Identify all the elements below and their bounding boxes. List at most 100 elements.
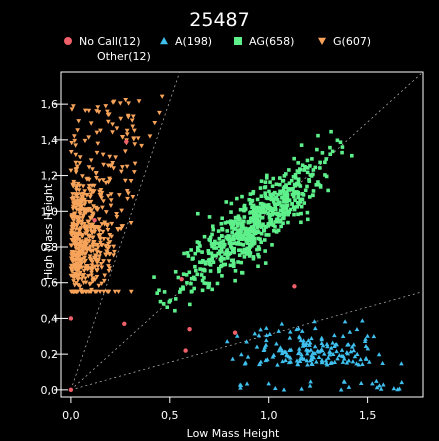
ag-point xyxy=(281,209,285,214)
a-point xyxy=(371,334,377,339)
ag-point xyxy=(267,203,271,207)
ag-point xyxy=(236,260,240,264)
ag-point xyxy=(278,191,283,196)
ag-point xyxy=(281,189,286,193)
g-point xyxy=(108,203,114,208)
g-point xyxy=(110,161,116,166)
ag-point xyxy=(215,281,220,286)
ag-point xyxy=(269,217,273,222)
ag-point xyxy=(292,212,296,217)
ag-point xyxy=(208,258,213,263)
ag-point xyxy=(157,288,161,293)
g-point xyxy=(84,193,90,198)
g-point xyxy=(77,183,83,188)
g-point xyxy=(72,138,78,144)
g-point xyxy=(96,217,102,222)
ag-point xyxy=(242,204,247,209)
ag-point xyxy=(260,215,265,220)
ag-point xyxy=(247,197,252,202)
ag-point xyxy=(300,163,305,168)
ag-point xyxy=(239,236,244,240)
ag-point xyxy=(248,245,252,249)
g-point xyxy=(81,268,87,274)
g-point xyxy=(105,246,111,252)
g-point xyxy=(125,115,131,120)
ag-point xyxy=(232,250,236,255)
g-point xyxy=(129,118,135,123)
ag-point xyxy=(189,276,194,281)
g-point xyxy=(68,230,74,236)
g-point xyxy=(88,244,93,249)
legend-marker-icon xyxy=(318,37,326,45)
g-point xyxy=(94,268,99,273)
a-point xyxy=(354,351,360,356)
ag-point xyxy=(245,252,249,256)
ag-point xyxy=(210,244,214,249)
ag-point xyxy=(264,176,269,180)
ag-point xyxy=(267,214,272,218)
g-point xyxy=(88,222,94,228)
no-call-point xyxy=(122,321,127,326)
legend-item: G(607) xyxy=(318,35,371,48)
ag-point xyxy=(251,256,256,261)
a-point xyxy=(297,358,303,364)
a-point xyxy=(358,357,363,362)
ag-point xyxy=(257,219,262,224)
ag-point xyxy=(173,270,178,274)
ag-point xyxy=(219,234,224,238)
ag-point xyxy=(259,225,264,229)
ag-point xyxy=(181,285,185,289)
ag-point xyxy=(238,207,243,212)
g-point xyxy=(108,192,114,197)
ag-point xyxy=(162,290,167,294)
a-point xyxy=(324,362,330,367)
g-point xyxy=(111,99,117,104)
g-point xyxy=(82,243,87,248)
ag-point xyxy=(217,236,222,241)
g-point xyxy=(130,194,136,200)
ag-point xyxy=(257,208,262,212)
ag-point xyxy=(281,216,285,221)
ag-point xyxy=(228,263,233,268)
ag-point xyxy=(216,229,221,233)
ag-point xyxy=(281,186,286,191)
g-point xyxy=(109,234,115,239)
a-point xyxy=(297,349,302,354)
g-point xyxy=(89,215,95,220)
ag-point xyxy=(300,191,305,196)
ag-point xyxy=(219,255,224,259)
g-point xyxy=(101,199,106,204)
ag-point xyxy=(233,219,238,224)
ag-point xyxy=(219,221,224,226)
a-point xyxy=(378,386,384,391)
g-point xyxy=(83,258,88,264)
g-point xyxy=(93,171,99,177)
g-point xyxy=(74,184,80,189)
a-point xyxy=(354,327,360,332)
ag-point xyxy=(249,210,253,214)
g-point xyxy=(72,267,78,272)
g-point xyxy=(85,176,91,182)
g-point xyxy=(86,165,92,170)
g-point xyxy=(81,207,87,212)
g-point xyxy=(94,289,100,295)
ag-point xyxy=(282,200,286,204)
g-point xyxy=(91,204,96,209)
g-point xyxy=(70,104,76,109)
g-point xyxy=(83,251,89,256)
g-point xyxy=(68,150,74,155)
legend-item: Other(12) xyxy=(97,50,151,63)
ag-point xyxy=(242,208,246,212)
a-point xyxy=(283,357,288,363)
g-point xyxy=(86,108,92,114)
a-point xyxy=(363,343,369,349)
a-point xyxy=(287,329,293,334)
g-point xyxy=(105,227,111,233)
ag-point xyxy=(307,177,311,182)
ag-point xyxy=(266,211,270,216)
lower-guide xyxy=(70,291,424,391)
ag-point xyxy=(181,272,186,276)
a-point xyxy=(335,356,340,361)
a-point xyxy=(325,355,331,360)
g-point xyxy=(107,266,112,271)
